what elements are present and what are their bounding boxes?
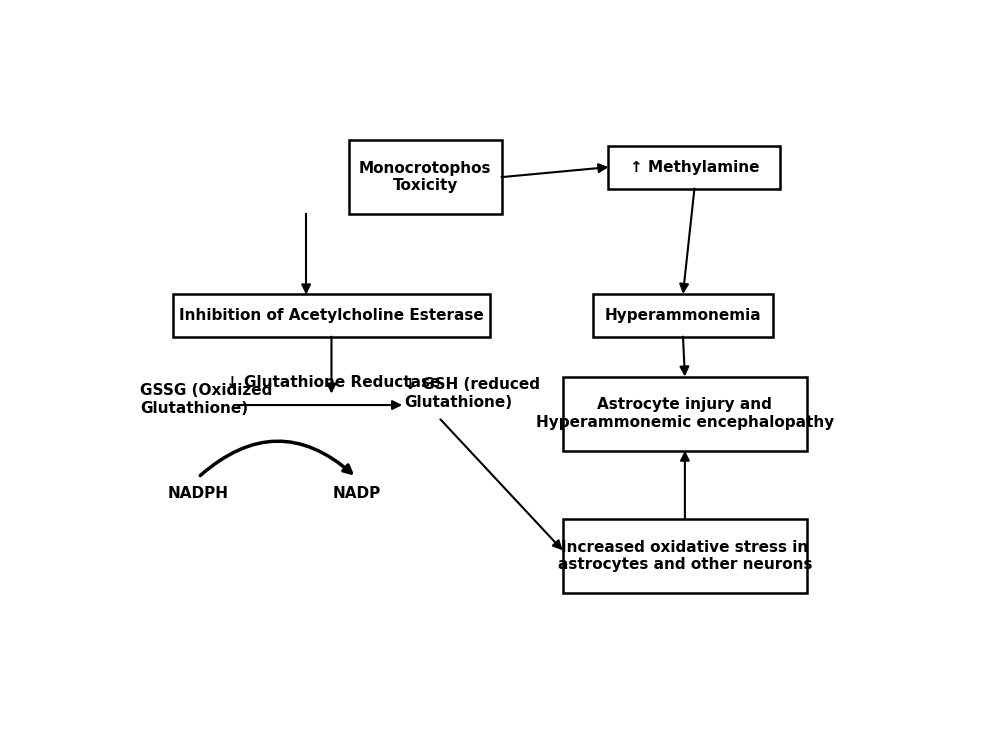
FancyBboxPatch shape [563, 377, 808, 451]
Text: ↑ Methylamine: ↑ Methylamine [630, 160, 759, 175]
Text: Increased oxidative stress in
astrocytes and other neurons: Increased oxidative stress in astrocytes… [558, 540, 812, 572]
Text: Hyperammonemia: Hyperammonemia [604, 308, 761, 323]
Text: Inhibition of Acetylcholine Esterase: Inhibition of Acetylcholine Esterase [179, 308, 484, 323]
FancyBboxPatch shape [173, 294, 490, 337]
Text: GSSG (Oxidized
Glutathione): GSSG (Oxidized Glutathione) [140, 383, 272, 416]
Text: ↓ GSH (reduced
Glutathione): ↓ GSH (reduced Glutathione) [404, 377, 540, 410]
FancyArrowPatch shape [200, 441, 351, 476]
Text: Monocrotophos
Toxicity: Monocrotophos Toxicity [359, 161, 491, 193]
Text: NADPH: NADPH [168, 486, 229, 501]
FancyBboxPatch shape [594, 294, 773, 337]
Text: Astrocyte injury and
Hyperammonemic encephalopathy: Astrocyte injury and Hyperammonemic ence… [535, 397, 834, 430]
FancyBboxPatch shape [563, 519, 808, 593]
Text: ↓ Glutathione Reductase: ↓ Glutathione Reductase [227, 374, 441, 390]
FancyBboxPatch shape [349, 140, 502, 214]
Text: NADP: NADP [332, 486, 381, 501]
FancyBboxPatch shape [608, 146, 781, 189]
